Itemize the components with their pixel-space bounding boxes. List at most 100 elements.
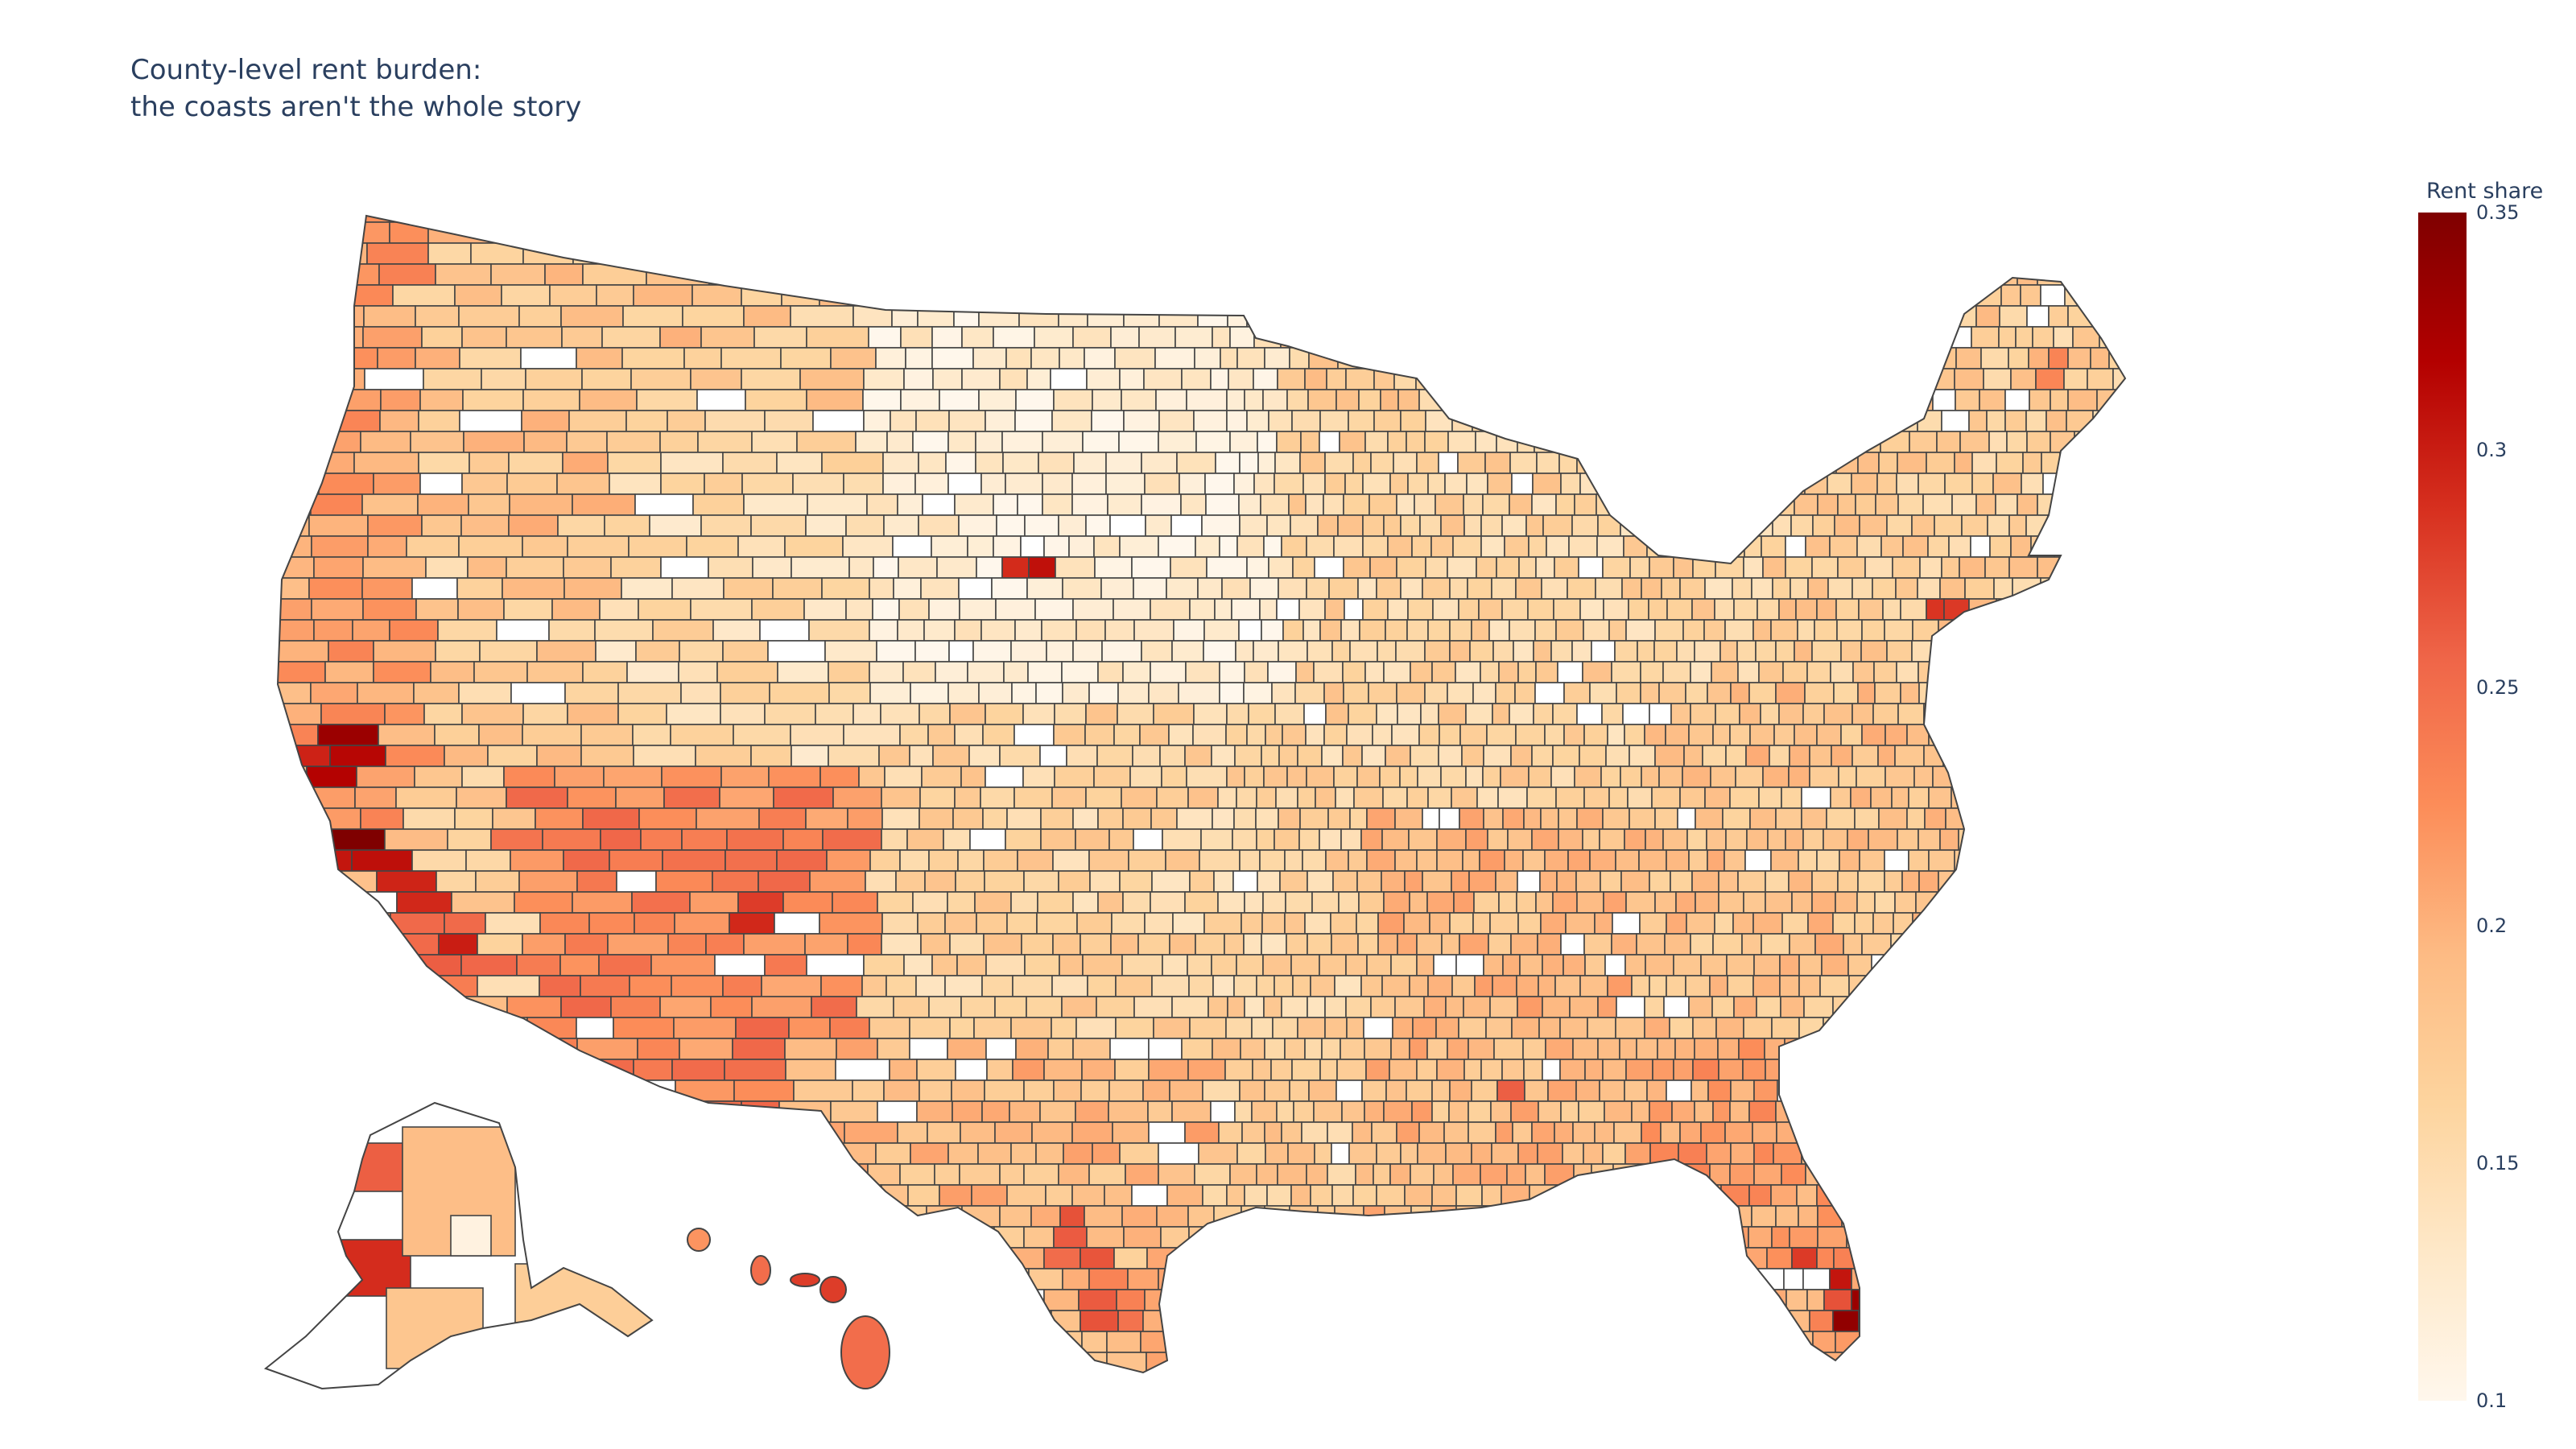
county[interactable] xyxy=(1773,724,1795,746)
county[interactable] xyxy=(1059,347,1085,369)
county[interactable] xyxy=(1690,535,1721,558)
county[interactable] xyxy=(1735,766,1764,788)
county[interactable] xyxy=(266,263,324,286)
county[interactable] xyxy=(1981,619,2007,642)
county[interactable] xyxy=(1599,828,1625,851)
county[interactable] xyxy=(778,221,823,244)
county[interactable] xyxy=(958,514,997,537)
county[interactable] xyxy=(2085,1352,2113,1373)
county[interactable] xyxy=(2124,1100,2144,1123)
county[interactable] xyxy=(1430,201,1459,223)
county[interactable] xyxy=(1517,1142,1538,1165)
county[interactable] xyxy=(1706,263,1724,286)
county[interactable] xyxy=(587,1205,642,1228)
county[interactable] xyxy=(1087,975,1117,997)
county[interactable] xyxy=(1870,975,1898,997)
county[interactable] xyxy=(663,1163,707,1186)
county[interactable] xyxy=(1888,305,1909,328)
county[interactable] xyxy=(1002,452,1039,474)
county[interactable] xyxy=(2060,703,2087,725)
county[interactable] xyxy=(1378,1226,1407,1249)
county[interactable] xyxy=(1469,640,1494,663)
county[interactable] xyxy=(1637,1373,1658,1394)
county[interactable] xyxy=(1685,682,1708,704)
county[interactable] xyxy=(1423,1226,1447,1249)
county[interactable] xyxy=(1574,493,1597,516)
county[interactable] xyxy=(1738,1352,1757,1373)
county[interactable] xyxy=(1468,1100,1492,1123)
county[interactable] xyxy=(1447,431,1476,453)
county[interactable] xyxy=(1091,410,1125,432)
county[interactable] xyxy=(1496,305,1520,328)
county[interactable] xyxy=(1610,201,1637,223)
county[interactable] xyxy=(999,368,1028,390)
county[interactable] xyxy=(594,619,654,642)
county[interactable] xyxy=(2129,1248,2152,1269)
county[interactable] xyxy=(1539,870,1558,893)
county[interactable] xyxy=(1777,1080,1804,1102)
county[interactable] xyxy=(1292,1352,1311,1373)
county[interactable] xyxy=(266,326,313,349)
county[interactable] xyxy=(1511,1247,1534,1269)
county[interactable] xyxy=(2094,221,2124,244)
county[interactable] xyxy=(266,201,303,223)
county[interactable] xyxy=(1187,1205,1215,1228)
county[interactable] xyxy=(2118,1142,2145,1165)
county[interactable] xyxy=(1890,242,1911,265)
county[interactable] xyxy=(1115,1017,1154,1039)
county[interactable] xyxy=(1614,347,1640,369)
county[interactable] xyxy=(1686,828,1707,851)
county[interactable] xyxy=(2066,891,2095,914)
county[interactable] xyxy=(803,598,847,621)
county[interactable] xyxy=(1963,745,1987,767)
county[interactable] xyxy=(1319,410,1349,432)
county[interactable] xyxy=(266,431,306,453)
county[interactable] xyxy=(805,514,847,537)
county[interactable] xyxy=(1928,1038,1949,1060)
county[interactable] xyxy=(899,1163,935,1186)
county[interactable] xyxy=(1967,724,1994,746)
county[interactable] xyxy=(1848,975,1872,997)
county[interactable] xyxy=(638,598,691,621)
county[interactable] xyxy=(1834,1038,1860,1060)
county[interactable] xyxy=(1286,1247,1316,1269)
county[interactable] xyxy=(1218,1121,1243,1144)
county[interactable] xyxy=(1409,891,1428,914)
county[interactable] xyxy=(435,263,492,286)
county[interactable] xyxy=(1471,619,1490,642)
county[interactable] xyxy=(1782,661,1808,683)
county[interactable] xyxy=(819,766,860,788)
county[interactable] xyxy=(1904,1310,1927,1332)
county[interactable] xyxy=(1688,724,1714,746)
county[interactable] xyxy=(1389,1163,1411,1186)
county[interactable] xyxy=(1522,1038,1546,1060)
county[interactable] xyxy=(2029,1247,2057,1269)
county[interactable] xyxy=(1798,410,1825,432)
county[interactable] xyxy=(1005,221,1042,244)
county[interactable] xyxy=(1669,1310,1691,1332)
county[interactable] xyxy=(1710,431,1737,453)
county[interactable] xyxy=(1640,661,1664,683)
county[interactable] xyxy=(1150,598,1191,621)
county[interactable] xyxy=(1023,1080,1055,1102)
county[interactable] xyxy=(2092,284,2111,307)
county[interactable] xyxy=(1364,431,1389,453)
county[interactable] xyxy=(947,263,980,286)
county[interactable] xyxy=(1148,682,1179,704)
county[interactable] xyxy=(596,1184,650,1207)
county[interactable] xyxy=(1339,1310,1360,1332)
county[interactable] xyxy=(1823,1142,1851,1165)
county[interactable] xyxy=(804,933,848,956)
county[interactable] xyxy=(1691,242,1717,265)
county[interactable] xyxy=(1946,284,1975,307)
county[interactable] xyxy=(2091,473,2112,495)
county[interactable] xyxy=(928,996,962,1018)
county[interactable] xyxy=(869,849,901,872)
county[interactable] xyxy=(1973,1059,2000,1081)
county[interactable] xyxy=(1030,1205,1061,1228)
county[interactable] xyxy=(1506,1163,1526,1186)
county[interactable] xyxy=(551,598,601,621)
county[interactable] xyxy=(1708,1268,1738,1290)
county[interactable] xyxy=(1439,724,1461,746)
county[interactable] xyxy=(733,1080,795,1102)
